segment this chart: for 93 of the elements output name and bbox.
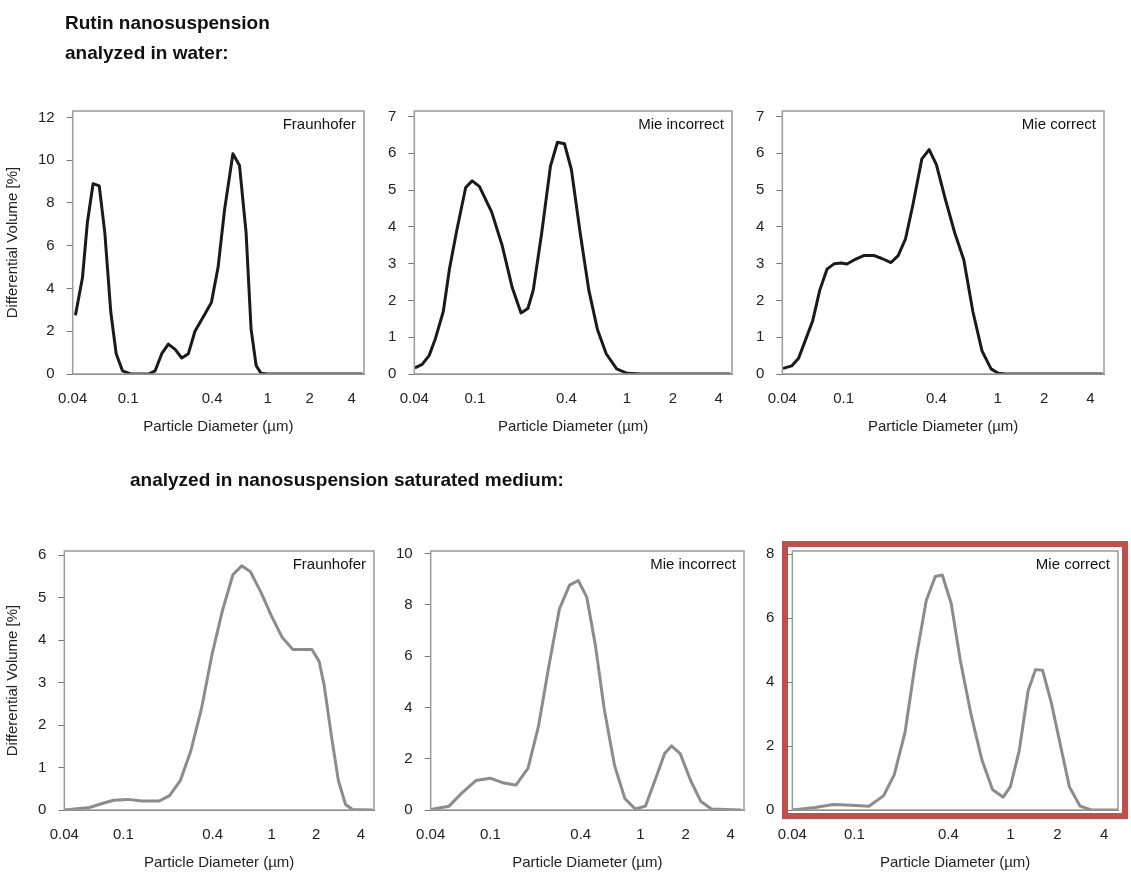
x-tick-label: 1 (263, 389, 272, 407)
y-tick-label: 5 (38, 587, 47, 605)
x-tick-label: 0.4 (202, 825, 224, 843)
x-tick-label: 1 (993, 389, 1002, 407)
y-tick-label: 0 (756, 364, 765, 382)
x-tick-label: 0.04 (399, 389, 429, 407)
x-tick-label: 0.04 (49, 825, 79, 843)
x-tick-label: 0.4 (570, 825, 592, 843)
x-tick-label: 0.04 (777, 825, 807, 843)
x-tick-label: 1 (636, 825, 645, 843)
x-tick-label: 4 (714, 389, 723, 407)
chart-title: Rutin nanosuspension analyzed in water: (65, 11, 271, 65)
annotation: Fraunhofer (292, 554, 366, 572)
x-tick-label: 1 (267, 825, 276, 843)
annotation: Mie incorrect (638, 114, 725, 132)
y-tick-label: 4 (38, 630, 47, 648)
y-tick-label: 1 (756, 327, 765, 345)
y-tick-label: 3 (38, 672, 47, 690)
y-tick-label: 4 (766, 672, 775, 690)
y-tick-label: 6 (38, 545, 47, 563)
x-tick-label: 2 (312, 825, 321, 843)
x-tick-label: 0.04 (416, 825, 446, 843)
annotation: Mie correct (1021, 114, 1097, 132)
x-tick-label: 2 (668, 389, 677, 407)
annotation: Fraunhofer (282, 114, 356, 132)
y-tick-label: 8 (404, 594, 413, 612)
y-tick-label: 1 (38, 757, 47, 775)
y-tick-label: 2 (766, 736, 775, 754)
y-tick-label: 4 (388, 217, 397, 235)
x-axis-title: Particle Diameter (µm) (143, 417, 294, 435)
y-tick-label: 2 (404, 748, 413, 766)
x-tick-label: 0.4 (556, 389, 577, 407)
annotation: Mie correct (1035, 554, 1111, 572)
y-tick-label: 4 (404, 697, 413, 715)
y-tick-label: 5 (756, 180, 765, 198)
y-tick-label: 5 (388, 180, 397, 198)
y-tick-label: 2 (756, 290, 765, 308)
y-tick-label: 7 (388, 106, 397, 124)
y-tick-label: 6 (388, 143, 397, 161)
y-tick-label: 6 (766, 608, 775, 626)
x-tick-label: 1 (622, 389, 632, 407)
y-tick-label: 10 (38, 150, 55, 168)
annotation: Mie incorrect (650, 554, 737, 572)
y-axis-title: Differential Volume [%] (3, 166, 21, 319)
x-tick-label: 4 (726, 825, 735, 843)
x-tick-label: 0.04 (767, 389, 797, 407)
y-tick-label: 6 (404, 646, 413, 664)
x-tick-label: 0.4 (925, 389, 947, 407)
y-tick-label: 4 (756, 217, 765, 235)
y-tick-label: 2 (38, 715, 47, 733)
y-tick-label: 2 (388, 290, 397, 308)
x-axis-title: Particle Diameter (µm) (868, 417, 1019, 435)
x-tick-label: 4 (356, 825, 366, 843)
x-tick-label: 2 (681, 825, 690, 843)
y-tick-label: 12 (38, 107, 55, 125)
y-tick-label: 1 (388, 327, 397, 345)
x-tick-label: 2 (1053, 825, 1062, 843)
y-tick-label: 8 (46, 193, 55, 211)
x-tick-label: 4 (347, 389, 356, 407)
x-tick-label: 0.1 (833, 389, 855, 407)
x-tick-label: 0.1 (464, 389, 486, 407)
y-axis-title: Differential Volume [%] (3, 604, 21, 757)
x-tick-label: 0.1 (479, 825, 501, 843)
x-tick-label: 4 (1100, 825, 1109, 843)
x-tick-label: 4 (1086, 389, 1095, 407)
x-axis-title: Particle Diameter (µm) (144, 853, 295, 871)
y-tick-label: 3 (388, 253, 397, 271)
x-tick-label: 0.4 (201, 389, 223, 407)
y-tick-label: 3 (756, 253, 765, 271)
x-tick-label: 0.1 (843, 825, 865, 843)
y-tick-label: 0 (766, 800, 775, 818)
x-axis-title: Particle Diameter (µm) (498, 417, 649, 435)
x-axis-title: Particle Diameter (µm) (880, 853, 1031, 871)
chart-title: analyzed in nanosuspension saturated medium: (130, 468, 565, 492)
x-tick-label: 0.04 (58, 389, 88, 407)
x-axis-title: Particle Diameter (µm) (512, 853, 663, 871)
y-tick-label: 0 (46, 364, 55, 382)
y-tick-label: 6 (756, 143, 765, 161)
y-tick-label: 0 (388, 364, 397, 382)
y-tick-label: 8 (766, 544, 775, 562)
x-tick-label: 2 (1039, 389, 1049, 407)
x-tick-label: 1 (1006, 825, 1015, 843)
y-tick-label: 4 (46, 278, 55, 296)
y-tick-label: 2 (46, 321, 55, 339)
x-tick-label: 0.4 (937, 825, 959, 843)
x-tick-label: 0.1 (112, 825, 134, 843)
y-tick-label: 0 (404, 800, 413, 818)
x-tick-label: 0.1 (117, 389, 139, 407)
y-tick-label: 7 (756, 106, 765, 124)
y-tick-label: 10 (396, 543, 413, 561)
y-tick-label: 0 (38, 800, 47, 818)
x-tick-label: 2 (305, 389, 314, 407)
y-tick-label: 6 (46, 235, 55, 253)
